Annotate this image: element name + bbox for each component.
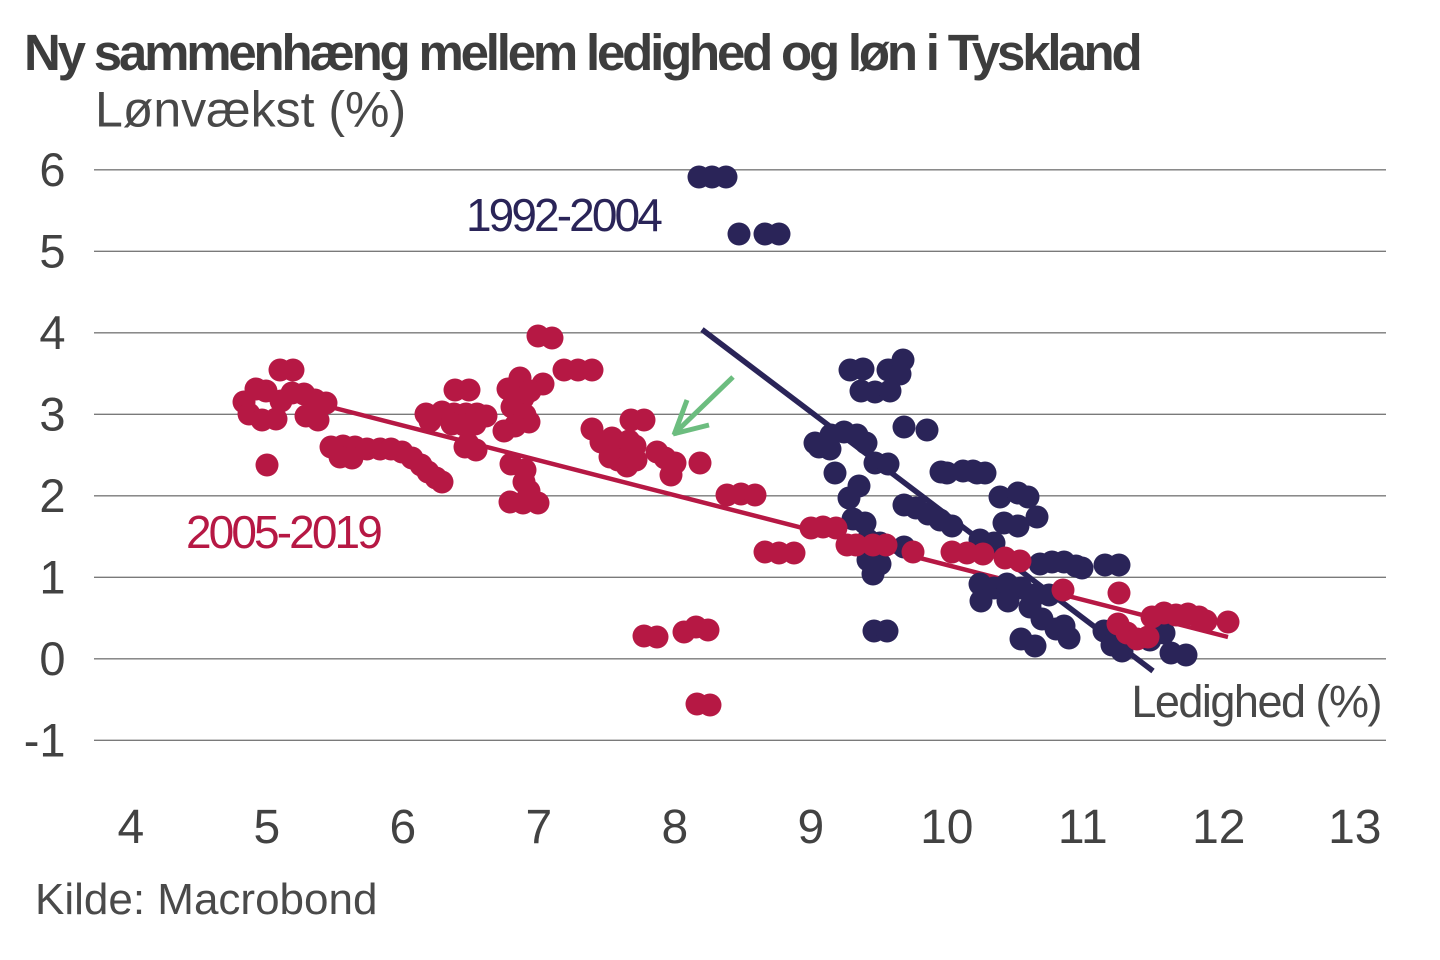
svg-text:3: 3 — [39, 387, 65, 440]
svg-text:6: 6 — [39, 143, 65, 196]
svg-text:-1: -1 — [24, 713, 66, 766]
svg-text:6: 6 — [389, 801, 416, 854]
svg-text:5: 5 — [39, 224, 65, 277]
svg-text:4: 4 — [117, 801, 144, 854]
svg-text:9: 9 — [797, 801, 824, 854]
svg-text:Lønvækst (%): Lønvækst (%) — [95, 82, 406, 138]
svg-text:5: 5 — [253, 801, 280, 854]
svg-text:Ny sammenhæng mellem ledighed: Ny sammenhæng mellem ledighed og løn i T… — [24, 24, 1139, 81]
svg-text:0: 0 — [39, 632, 65, 685]
svg-text:Kilde: Macrobond: Kilde: Macrobond — [35, 875, 377, 924]
svg-text:Ledighed (%): Ledighed (%) — [1131, 676, 1381, 727]
svg-text:2005-2019: 2005-2019 — [186, 506, 381, 558]
svg-text:1: 1 — [39, 550, 65, 603]
svg-text:2: 2 — [39, 469, 65, 522]
svg-text:13: 13 — [1328, 801, 1381, 854]
svg-text:4: 4 — [39, 306, 65, 359]
svg-text:8: 8 — [661, 801, 688, 854]
svg-text:1992-2004: 1992-2004 — [466, 189, 662, 241]
svg-text:12: 12 — [1192, 801, 1245, 854]
svg-text:10: 10 — [920, 801, 973, 854]
svg-text:7: 7 — [525, 801, 552, 854]
svg-text:11: 11 — [1058, 801, 1108, 854]
